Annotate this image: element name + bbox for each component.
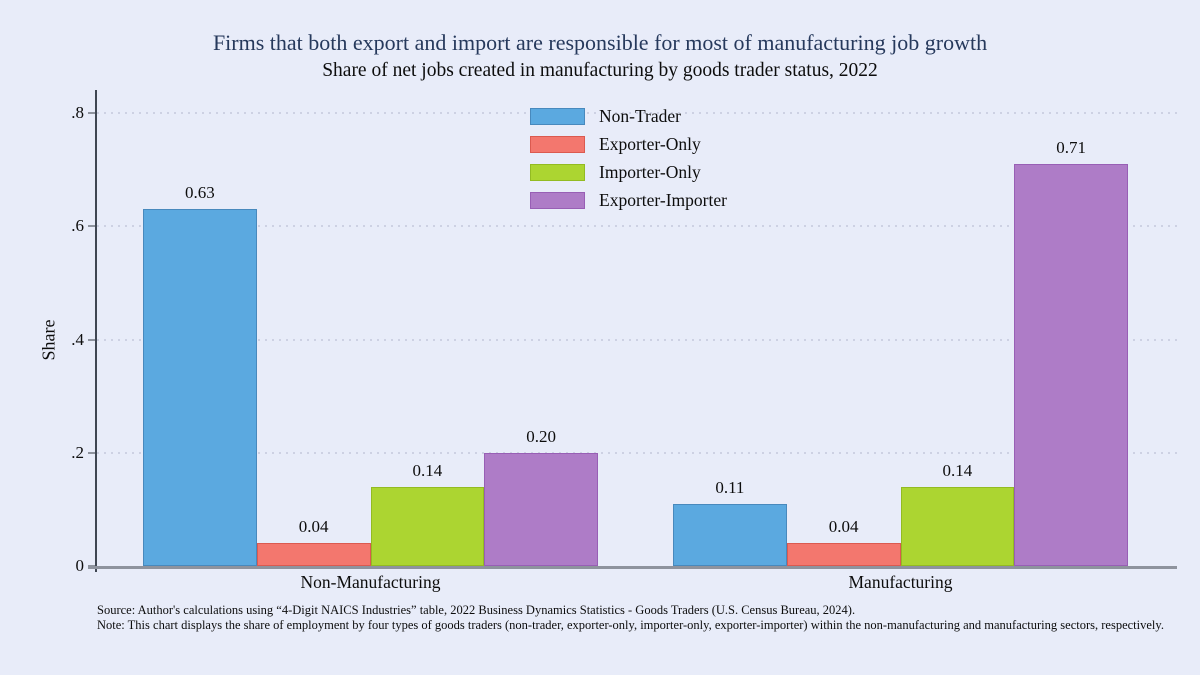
legend-label: Exporter-Only (599, 134, 701, 154)
footnotes: Source: Author's calculations using “4-D… (97, 603, 1177, 634)
legend-swatch-exporter-importer (530, 192, 585, 209)
x-category-label-manufacturing: Manufacturing (848, 572, 953, 592)
y-tick-mark-.2 (88, 451, 97, 454)
legend-swatch-exporter-only (530, 136, 585, 153)
legend-row-non-trader: Non-Trader (530, 106, 727, 126)
legend-row-exporter-only: Exporter-Only (530, 134, 727, 154)
bar-value-label: 0.71 (1056, 137, 1086, 157)
y-tick-label-.6: .6 (71, 216, 84, 236)
bar-manufacturing-non-trader (673, 503, 787, 566)
gridline-.4 (97, 338, 1177, 341)
legend-label: Exporter-Importer (599, 190, 727, 210)
bar-non-manufacturing-exporter-importer (484, 452, 598, 566)
bar-non-manufacturing-exporter-only (256, 543, 371, 566)
y-tick-label-.8: .8 (71, 103, 84, 122)
y-tick-mark-.6 (88, 225, 97, 228)
bar-manufacturing-importer-only (900, 486, 1015, 566)
x-category-label-non-manufacturing: Non-Manufacturing (300, 572, 441, 592)
bar-value-label: 0.11 (715, 477, 745, 497)
legend-label: Importer-Only (599, 162, 701, 182)
y-tick-mark-.4 (88, 338, 97, 341)
y-tick-label-.2: .2 (71, 442, 84, 462)
legend-row-exporter-importer: Exporter-Importer (530, 190, 727, 210)
x-axis-line (88, 566, 1177, 569)
source-note: Source: Author's calculations using “4-D… (97, 603, 856, 617)
plot-area: Non-Trader Exporter-Only Importer-Only Expo… (88, 90, 1177, 572)
chart-title: Firms that both export and import are re… (212, 30, 988, 55)
bar-value-label: 0.04 (828, 517, 859, 537)
legend: Non-Trader Exporter-Only Importer-Only Expo… (530, 106, 727, 220)
gridline-.8 (97, 112, 1177, 114)
gridline-.2 (97, 451, 1177, 454)
bar-value-label: 0.20 (526, 426, 556, 446)
bar-value-label: 0.14 (942, 460, 973, 480)
legend-label: Non-Trader (599, 106, 681, 126)
bar-value-label: 0.14 (412, 460, 443, 480)
y-axis-line (95, 90, 97, 572)
bar-manufacturing-exporter-importer (1014, 163, 1128, 566)
chart-subtitle: Share of net jobs created in manufacturi… (322, 60, 878, 81)
legend-swatch-non-trader (530, 108, 585, 125)
bar-value-label: 0.63 (185, 183, 215, 203)
y-tick-label-.4: .4 (71, 329, 84, 349)
bar-non-manufacturing-non-trader (143, 209, 257, 566)
methodology-note: Note: This chart displays the share of e… (97, 618, 1164, 633)
bar-value-label: 0.04 (298, 517, 329, 537)
y-tick-mark-.8 (88, 112, 97, 114)
bar-manufacturing-exporter-only (786, 543, 901, 566)
bar-non-manufacturing-importer-only (370, 486, 485, 566)
y-tick-label-0: 0 (75, 556, 85, 575)
legend-row-importer-only: Importer-Only (530, 162, 727, 182)
legend-swatch-importer-only (530, 164, 585, 181)
gridline-.6 (97, 225, 1177, 228)
